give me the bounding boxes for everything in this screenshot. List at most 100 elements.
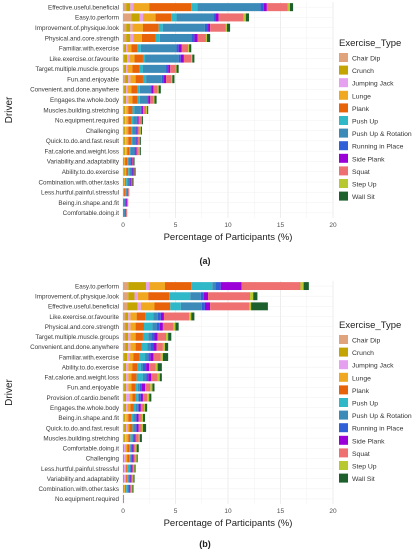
bar-segment-a-12-10	[139, 126, 141, 135]
category-label-a: Fat.calorie.and.weight.loss	[44, 148, 119, 155]
bar-segment-a-17-6	[127, 177, 130, 187]
bar-segment-a-11-2	[125, 116, 127, 125]
bar-segment-a-1-1	[131, 13, 140, 22]
bar-segment-b-0-9	[241, 282, 301, 291]
legend-swatch-b-7	[339, 423, 348, 433]
bar-segment-b-9-6	[142, 373, 147, 382]
bar-segment-a-3-5	[155, 33, 160, 43]
bar-segment-b-9-3	[128, 373, 132, 382]
bar-segment-a-5-2	[127, 54, 130, 63]
bar-segment-b-1-9	[208, 292, 251, 301]
bar-segment-b-5-5	[142, 332, 149, 341]
bar-segment-b-6-5	[141, 342, 148, 351]
bar-segment-a-5-4	[134, 54, 143, 63]
legend-swatch-b-1	[339, 347, 348, 357]
category-label-a: Physical.and.core.strength	[45, 35, 120, 42]
legend-swatch-b-6	[339, 410, 348, 420]
x-tick-label-a: 5	[174, 222, 178, 229]
legend-label-b-11: Wall Sit	[352, 476, 375, 483]
bar-segment-a-0-11	[289, 3, 294, 12]
legend-label-a-1: Crunch	[352, 68, 374, 75]
bar-segment-a-5-3	[129, 54, 135, 63]
bar-segment-b-11-1	[124, 393, 127, 402]
bar-segment-b-5-9	[157, 332, 167, 341]
legend-label-a-2: Jumping Jack	[352, 81, 394, 88]
bar-segment-b-7-1	[124, 353, 128, 361]
bar-segment-a-12-0	[123, 126, 125, 135]
legend-label-b-2: Jumping Jack	[352, 363, 394, 370]
bar-segment-b-14-10	[141, 424, 143, 432]
bar-segment-a-0-6	[197, 3, 261, 12]
bar-segment-a-2-5	[158, 23, 163, 32]
bar-segment-b-21-9	[123, 494, 125, 503]
bar-segment-b-12-9	[140, 403, 144, 412]
bar-segment-b-8-5	[137, 363, 141, 372]
bar-segment-b-9-8	[148, 373, 152, 382]
bar-segment-a-11-0	[123, 116, 125, 125]
bar-segment-b-4-10	[173, 322, 176, 331]
bar-segment-b-19-8	[130, 474, 132, 483]
legend-label-b-9: Squat	[352, 451, 370, 458]
bar-segment-a-17-9	[131, 177, 133, 187]
bar-segment-b-15-4	[128, 434, 131, 443]
bar-segment-b-9-7	[146, 373, 149, 382]
legend-swatch-a-8	[339, 153, 348, 163]
bar-segment-a-3-7	[191, 33, 195, 43]
bar-segment-b-6-10	[162, 342, 165, 351]
bar-segment-b-2-0	[123, 302, 128, 311]
bar-segment-a-13-5	[131, 136, 133, 145]
bar-segment-a-6-0	[123, 64, 125, 73]
bar-segment-a-9-3	[128, 95, 133, 104]
bar-segment-b-13-8	[136, 413, 139, 422]
bar-segment-b-7-3	[129, 353, 134, 361]
bar-segment-a-2-6	[162, 23, 205, 32]
bar-segment-b-19-4	[126, 474, 128, 483]
bar-segment-b-17-7	[131, 454, 133, 463]
legend-swatch-a-3	[339, 90, 348, 100]
legend-label-a-5: Push Up	[352, 119, 378, 126]
bar-segment-a-4-2	[126, 44, 128, 53]
bar-segment-b-2-5	[170, 302, 181, 311]
bar-segment-a-10-4	[128, 105, 133, 115]
bar-segment-b-10-11	[152, 383, 155, 392]
legend-label-b-8: Side Plank	[352, 438, 385, 445]
bar-segment-a-14-10	[138, 147, 140, 156]
bar-segment-b-8-4	[132, 363, 138, 372]
bar-segment-b-8-7	[142, 363, 147, 372]
bar-segment-a-3-3	[133, 33, 142, 43]
bar-segment-a-9-1	[124, 95, 127, 104]
bar-segment-a-12-1	[124, 126, 126, 135]
bar-segment-b-8-8	[146, 363, 150, 372]
bar-segment-a-8-5	[137, 85, 140, 94]
bar-segment-b-17-6	[130, 454, 132, 463]
legend-swatch-b-5	[339, 398, 348, 407]
bar-segment-b-11-3	[129, 393, 133, 402]
bar-segment-a-0-10	[287, 3, 290, 12]
bar-segment-b-3-5	[145, 312, 154, 321]
bar-segment-a-4-5	[137, 44, 141, 53]
bar-segment-b-0-7	[215, 282, 221, 291]
x-tick-label-b: 5	[174, 508, 178, 515]
bar-segment-b-14-9	[138, 424, 142, 432]
bar-segment-b-12-0	[123, 403, 125, 412]
bar-segment-a-12-2	[125, 126, 127, 135]
category-label-b: No.equipment.required	[55, 496, 120, 503]
bar-segment-a-19-6	[124, 198, 126, 207]
legend-label-a-4: Plank	[352, 106, 370, 113]
category-label-b: Engages.the.whole.body	[50, 405, 120, 412]
x-tick-label-a: 15	[277, 222, 285, 229]
legend-swatch-a-11	[339, 191, 348, 201]
bar-segment-a-19-9	[127, 198, 129, 207]
bar-segment-a-20-6	[124, 208, 126, 217]
legend-swatch-a-5	[339, 116, 348, 125]
bar-segment-a-2-2	[130, 23, 133, 32]
bar-segment-b-19-7	[129, 474, 131, 483]
bar-segment-b-13-0	[123, 413, 125, 422]
bar-segment-a-13-7	[135, 136, 137, 145]
category-label-b: Muscles.building.stretching	[43, 435, 119, 442]
legend-swatch-b-9	[339, 448, 348, 458]
bar-segment-b-1-7	[200, 292, 204, 301]
bar-segment-a-10-0	[123, 105, 125, 115]
bar-segment-b-12-10	[144, 403, 146, 412]
bar-segment-b-12-5	[133, 403, 136, 412]
